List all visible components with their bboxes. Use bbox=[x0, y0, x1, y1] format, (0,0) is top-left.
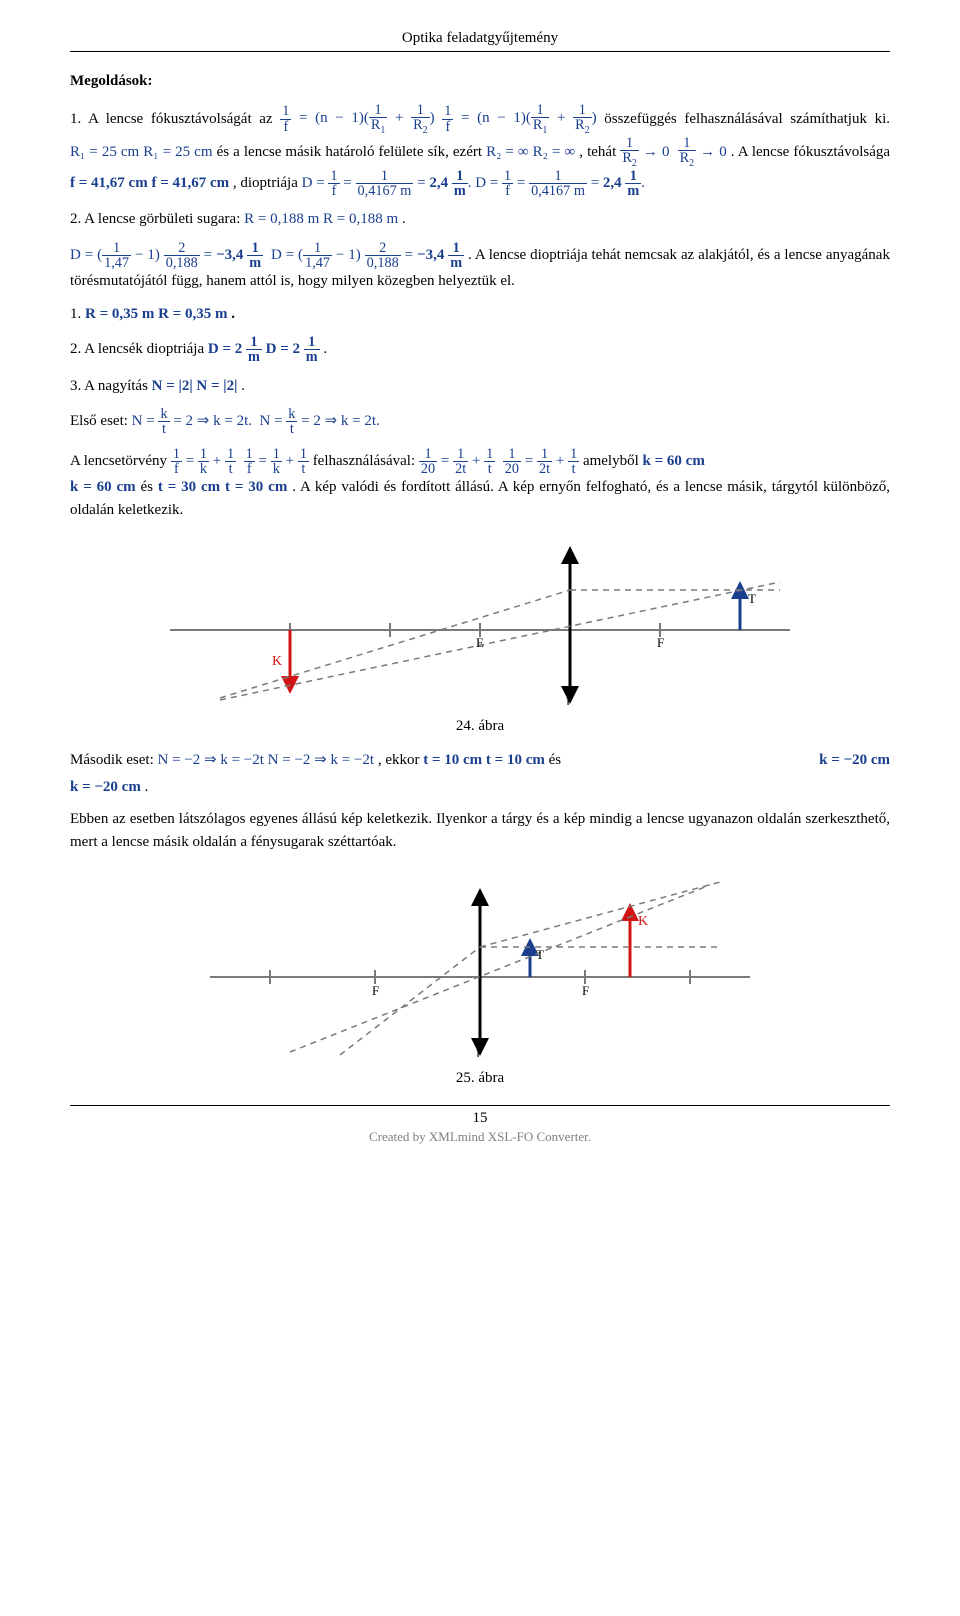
formula-k60: k = 60 cm bbox=[643, 453, 705, 469]
section-title: Megoldások: bbox=[70, 73, 153, 89]
formula-limit: 1R2 → 0 1R2 → 0 bbox=[620, 144, 730, 160]
formula-subst: 120 = 12t + 1t 120 = 12t + 1t bbox=[419, 453, 583, 469]
formula-case1: N = kt = 2 ⇒ k = 2t. N = kt = 2 ⇒ k = 2t… bbox=[132, 413, 380, 429]
formula-D2m: D = 2 1m D = 2 1m bbox=[208, 341, 324, 357]
formula-N2: N = |2| N = |2| bbox=[152, 378, 238, 394]
item-2: 2. A lencsék dioptriája D = 2 1m D = 2 1… bbox=[70, 335, 890, 365]
text: és bbox=[141, 479, 158, 495]
solution-1: 1. A lencse fókusztávolságát az 1f = (n … bbox=[70, 103, 890, 199]
formula-D2: D = (11,47 − 1) 20,188 = −3,4 1m D = (11… bbox=[70, 247, 468, 263]
text: . bbox=[323, 341, 327, 357]
text: 1. A lencse fókusztávolságát az bbox=[70, 110, 280, 126]
formula-t30: t = 30 cm t = 30 cm bbox=[158, 479, 287, 495]
figure-25-svg: F F T K L bbox=[200, 867, 760, 1057]
text: . bbox=[231, 306, 235, 322]
formula-t10: t = 10 cm t = 10 cm bbox=[423, 752, 545, 768]
label-L: L bbox=[566, 695, 574, 705]
page-container: Optika feladatgyűjtemény Megoldások: 1. … bbox=[0, 0, 960, 1165]
label-F-left: F bbox=[372, 983, 379, 998]
text: összefüggés felhasználásával számíthatju… bbox=[604, 110, 890, 126]
text: és a lencse másik határoló felülete sík,… bbox=[217, 144, 487, 160]
formula-R035: R = 0,35 m R = 0,35 m bbox=[85, 306, 228, 322]
formula-km20b: k = −20 cm bbox=[70, 779, 141, 795]
text: és bbox=[549, 752, 562, 768]
label-L2: L bbox=[476, 1047, 484, 1057]
text: , ekkor bbox=[378, 752, 423, 768]
label-T2: T bbox=[536, 947, 544, 962]
formula-lensmaker: 1f = (n − 1)(1R1 + 1R2) 1f = (n − 1)(1R1… bbox=[280, 110, 604, 126]
label-E: E bbox=[476, 635, 484, 650]
text: A lencsetörvény bbox=[70, 453, 171, 469]
second-case-explain: Ebben az esetben látszólagos egyenes áll… bbox=[70, 808, 890, 853]
text: 2. A lencse görbületi sugara: bbox=[70, 211, 244, 227]
second-case-cont: k = −20 cm . bbox=[70, 776, 890, 799]
text: , dioptriája bbox=[233, 175, 302, 191]
solution-2: 2. A lencse görbületi sugara: R = 0,188 … bbox=[70, 208, 890, 231]
text: . bbox=[241, 378, 245, 394]
formula-k60b: k = 60 cm bbox=[70, 479, 136, 495]
item-1: 1. R = 0,35 m R = 0,35 m . bbox=[70, 303, 890, 326]
text: . bbox=[145, 779, 149, 795]
text: Első eset: bbox=[70, 413, 132, 429]
figure-25-caption: 25. ábra bbox=[70, 1070, 890, 1087]
text: amelyből bbox=[583, 453, 643, 469]
label-K: K bbox=[272, 654, 282, 669]
figure-25: F F T K L bbox=[70, 867, 890, 1062]
formula-km20: k = −20 cm bbox=[819, 749, 890, 772]
text: , tehát bbox=[579, 144, 620, 160]
figure-24-svg: K E L F T bbox=[160, 535, 800, 705]
text: 2. A lencsék dioptriája bbox=[70, 341, 208, 357]
footer-credit: Created by XMLmind XSL-FO Converter. bbox=[70, 1129, 890, 1145]
label-F-right: F bbox=[582, 983, 589, 998]
page-header: Optika feladatgyűjtemény bbox=[70, 30, 890, 51]
formula-lenslaw: 1f = 1k + 1t 1f = 1k + 1t bbox=[171, 453, 313, 469]
solution-3: D = (11,47 − 1) 20,188 = −3,4 1m D = (11… bbox=[70, 241, 890, 293]
first-case: Első eset: N = kt = 2 ⇒ k = 2t. N = kt =… bbox=[70, 407, 890, 437]
label-T: T bbox=[748, 591, 756, 606]
lens-law: A lencsetörvény 1f = 1k + 1t 1f = 1k + 1… bbox=[70, 447, 890, 522]
text: 1. bbox=[70, 306, 85, 322]
footer-rule bbox=[70, 1105, 890, 1106]
label-K2: K bbox=[638, 914, 648, 929]
text: felhasználásával: bbox=[313, 453, 419, 469]
formula-R2: R₂ = ∞ R₂ = ∞ bbox=[486, 144, 575, 160]
page-number: 15 bbox=[70, 1110, 890, 1127]
text: Második eset: bbox=[70, 752, 158, 768]
text: 3. A nagyítás bbox=[70, 378, 152, 394]
text: . bbox=[402, 211, 406, 227]
formula-R1: R₁ = 25 cm R₁ = 25 cm bbox=[70, 144, 213, 160]
figure-24: K E L F T bbox=[70, 535, 890, 710]
section-heading: Megoldások: bbox=[70, 70, 890, 93]
formula-R: R = 0,188 m R = 0,188 m bbox=[244, 211, 398, 227]
formula-D: D = 1f = 10,4167 m = 2,4 1m. D = 1f = 10… bbox=[302, 175, 645, 191]
second-case: Második eset: N = −2 ⇒ k = −2t N = −2 ⇒ … bbox=[70, 749, 890, 772]
header-rule bbox=[70, 51, 890, 52]
label-F: F bbox=[657, 635, 664, 650]
figure-24-caption: 24. ábra bbox=[70, 718, 890, 735]
text: . A lencse fókusztávolsága bbox=[731, 144, 890, 160]
formula-f: f = 41,67 cm f = 41,67 cm bbox=[70, 175, 229, 191]
formula-case2: N = −2 ⇒ k = −2t N = −2 ⇒ k = −2t bbox=[158, 752, 375, 768]
item-3: 3. A nagyítás N = |2| N = |2| . bbox=[70, 375, 890, 398]
